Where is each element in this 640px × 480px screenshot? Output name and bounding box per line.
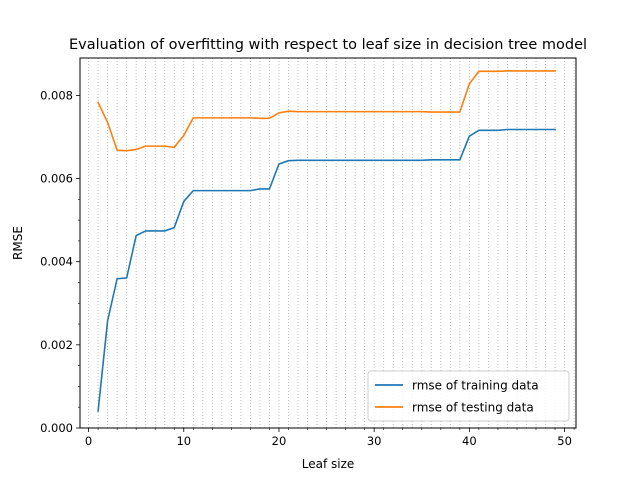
series-line-training xyxy=(97,128,556,412)
legend-box xyxy=(367,370,570,422)
plot-frame xyxy=(79,57,577,429)
y-tick-label: 0.006 xyxy=(40,172,73,186)
x-tick-label: 0 xyxy=(85,434,92,448)
x-axis: 0 10 20 30 40 50 xyxy=(85,428,575,448)
y-tick-label: 0.004 xyxy=(40,255,73,269)
series-layer xyxy=(97,70,556,412)
x-tick-label: 10 xyxy=(176,434,191,448)
series-line-testing xyxy=(97,70,556,152)
y-axis: 0.000 0.002 0.004 0.006 0.008 xyxy=(40,88,80,435)
x-axis-label: Leaf size xyxy=(302,457,355,471)
x-tick-label: 20 xyxy=(272,434,287,448)
y-tick-label: 0.008 xyxy=(40,88,73,102)
y-axis-label: RMSE xyxy=(11,226,25,260)
legend: rmse of training data rmse of testing da… xyxy=(367,370,570,422)
y-tick-label: 0.002 xyxy=(40,338,73,352)
x-tick-label: 30 xyxy=(367,434,382,448)
x-tick-label: 40 xyxy=(462,434,477,448)
legend-label-testing: rmse of testing data xyxy=(412,401,534,415)
chart-title: Evaluation of overfitting with respect t… xyxy=(69,37,587,53)
y-tick-label: 0.000 xyxy=(40,421,73,435)
x-tick-label: 50 xyxy=(557,434,572,448)
legend-label-training: rmse of training data xyxy=(412,379,539,393)
